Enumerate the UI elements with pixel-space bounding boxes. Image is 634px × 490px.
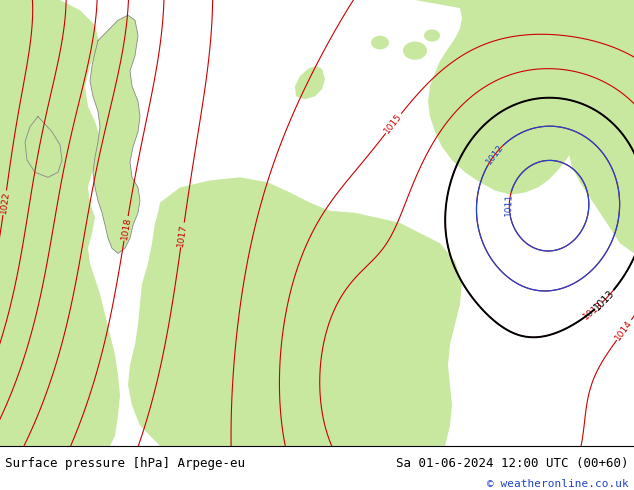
- Text: 1017: 1017: [176, 223, 188, 247]
- Text: 1013: 1013: [581, 300, 605, 321]
- Polygon shape: [0, 0, 120, 446]
- Text: 1014: 1014: [614, 318, 634, 342]
- Polygon shape: [128, 177, 462, 446]
- Text: Sa 01-06-2024 12:00 UTC (00+60): Sa 01-06-2024 12:00 UTC (00+60): [396, 457, 629, 469]
- Text: 1015: 1015: [383, 112, 404, 135]
- Ellipse shape: [403, 42, 427, 60]
- Text: 1018: 1018: [120, 216, 133, 241]
- Ellipse shape: [424, 29, 440, 42]
- Text: 1022: 1022: [0, 191, 11, 215]
- Polygon shape: [90, 15, 140, 253]
- Text: Surface pressure [hPa] Arpege-eu: Surface pressure [hPa] Arpege-eu: [5, 457, 245, 469]
- Polygon shape: [295, 66, 325, 99]
- Text: 1011: 1011: [505, 193, 514, 216]
- Text: 1012: 1012: [484, 143, 505, 167]
- Ellipse shape: [371, 36, 389, 49]
- Polygon shape: [565, 0, 634, 253]
- Polygon shape: [370, 0, 634, 195]
- Text: 1013: 1013: [592, 288, 617, 312]
- Text: © weatheronline.co.uk: © weatheronline.co.uk: [487, 479, 629, 489]
- Polygon shape: [25, 117, 62, 177]
